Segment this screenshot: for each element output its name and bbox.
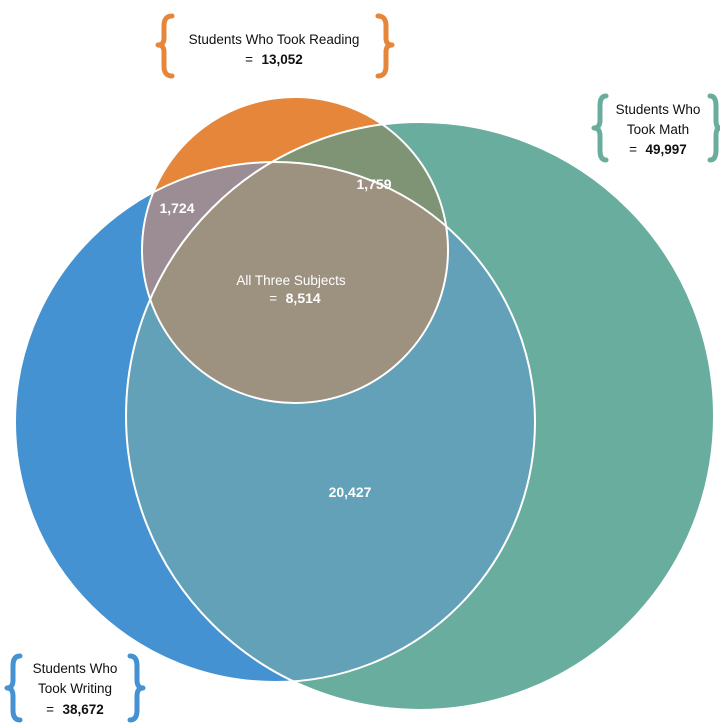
reading-set-eq: = bbox=[245, 52, 253, 67]
reading-set-title: Students Who Took Reading bbox=[189, 32, 360, 47]
reading-right-brace bbox=[375, 13, 395, 79]
writing-set-total-line: = 38,672 bbox=[46, 701, 104, 718]
math-set-count: 49,997 bbox=[646, 142, 687, 157]
reading-set-total-line: = 13,052 bbox=[245, 51, 303, 68]
writing-set-count: 38,672 bbox=[63, 702, 104, 717]
math-outline bbox=[125, 121, 715, 711]
math-left-brace bbox=[591, 93, 609, 163]
reading-left-brace bbox=[155, 13, 175, 79]
math-right-brace bbox=[707, 93, 720, 163]
math-set-total-line: = 49,997 bbox=[629, 141, 687, 158]
writing-set-title-line1: Students Who bbox=[33, 661, 118, 676]
math-writing-value: 20,427 bbox=[329, 484, 372, 500]
writing-set-eq: = bbox=[46, 702, 54, 717]
all-three-caption: All Three Subjects bbox=[236, 273, 346, 288]
reading-outline bbox=[141, 96, 449, 404]
writing-set-title-line2: Took Writing bbox=[38, 681, 112, 696]
reading-set-count: 13,052 bbox=[262, 52, 303, 67]
writing-outline bbox=[14, 161, 536, 683]
reading-set-label: Students Who Took Reading = 13,052 bbox=[155, 13, 395, 79]
writing-set-label: Students Who Took Writing = 38,672 bbox=[4, 653, 146, 723]
math-set-title-line1: Students Who bbox=[616, 102, 701, 117]
reading-writing-value: 1,724 bbox=[159, 200, 194, 216]
math-set-eq: = bbox=[629, 142, 637, 157]
all-three-eq: = bbox=[269, 291, 277, 306]
math-set-label: Students Who Took Math = 49,997 bbox=[591, 93, 720, 163]
all-three-value: 8,514 bbox=[286, 290, 321, 306]
reading-math-value: 1,759 bbox=[356, 176, 391, 192]
writing-left-brace bbox=[4, 653, 23, 723]
all-three-value-line: = 8,514 bbox=[269, 290, 321, 307]
writing-right-brace bbox=[127, 653, 146, 723]
math-set-title-line2: Took Math bbox=[627, 122, 689, 137]
